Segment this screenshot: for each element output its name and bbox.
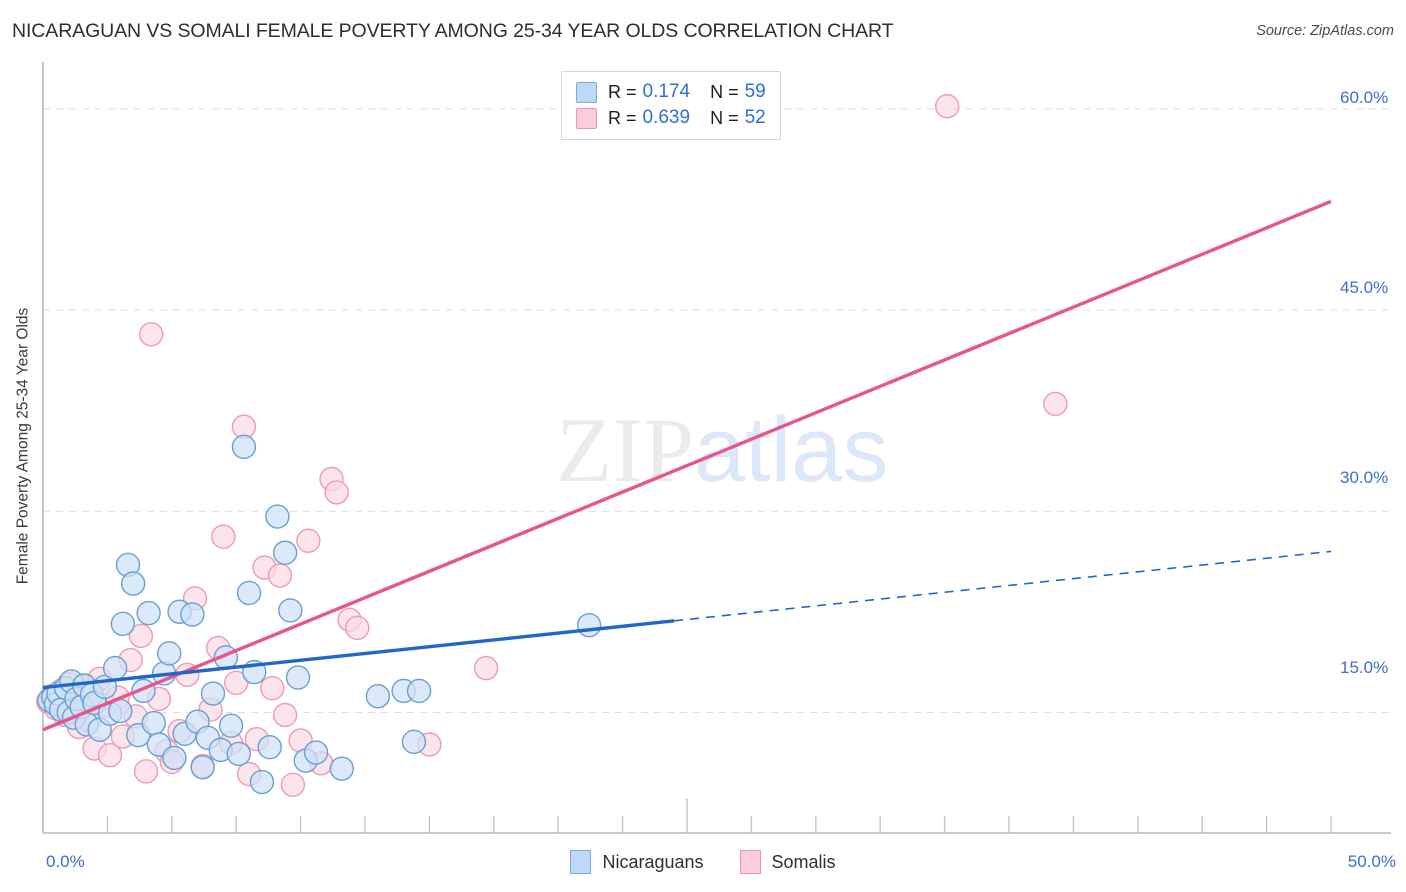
x-axis-min-label: 0.0% bbox=[46, 852, 85, 871]
r-value-blue: 0.174 bbox=[642, 81, 691, 102]
r-value-pink: 0.639 bbox=[642, 107, 691, 128]
y-tick-label-15: 15.0% bbox=[1340, 658, 1389, 677]
series-legend-item-somalis[interactable]: Somalis bbox=[739, 850, 836, 874]
series-legend-label-somalis: Somalis bbox=[771, 851, 836, 872]
correlation-legend-row-somalis: R = 0.639 N = 52 bbox=[576, 105, 766, 131]
series-legend-item-nicaraguans[interactable]: Nicaraguans bbox=[570, 850, 704, 874]
r-label-pink: R = bbox=[608, 107, 637, 128]
correlation-legend: R = 0.174 N = 59 R = 0.639 N = 52 bbox=[561, 71, 781, 140]
series-swatch-blue-icon bbox=[570, 850, 592, 874]
y-tick-label-45: 45.0% bbox=[1340, 278, 1389, 297]
series-legend: Nicaraguans Somalis bbox=[0, 850, 1406, 874]
x-axis-ticks bbox=[42, 798, 1332, 833]
trendline-somalis bbox=[42, 199, 1332, 732]
source-attribution: Source: ZipAtlas.com bbox=[1256, 23, 1394, 39]
x-axis-max-label: 50.0% bbox=[1347, 852, 1396, 871]
trendline-nicaraguans bbox=[42, 550, 1332, 690]
scatter-points-somalis bbox=[35, 94, 1068, 797]
gridlines bbox=[43, 108, 1391, 713]
n-value-pink: 52 bbox=[744, 107, 766, 128]
y-tick-label-30: 30.0% bbox=[1340, 468, 1389, 487]
page-title: NICARAGUAN VS SOMALI FEMALE POVERTY AMON… bbox=[12, 20, 894, 42]
r-label-blue: R = bbox=[608, 81, 637, 102]
n-label-blue: N = bbox=[710, 81, 739, 102]
scatter-points-nicaraguans bbox=[37, 434, 602, 795]
n-value-blue: 59 bbox=[744, 81, 766, 102]
series-legend-label-nicaraguans: Nicaraguans bbox=[602, 851, 704, 872]
n-label-pink: N = bbox=[710, 107, 739, 128]
y-tick-label-60: 60.0% bbox=[1340, 88, 1389, 107]
correlation-legend-row-nicaraguans: R = 0.174 N = 59 bbox=[576, 79, 766, 105]
legend-swatch-blue-icon bbox=[576, 81, 597, 103]
legend-swatch-pink-icon bbox=[576, 107, 597, 129]
series-swatch-pink-icon bbox=[739, 850, 761, 874]
